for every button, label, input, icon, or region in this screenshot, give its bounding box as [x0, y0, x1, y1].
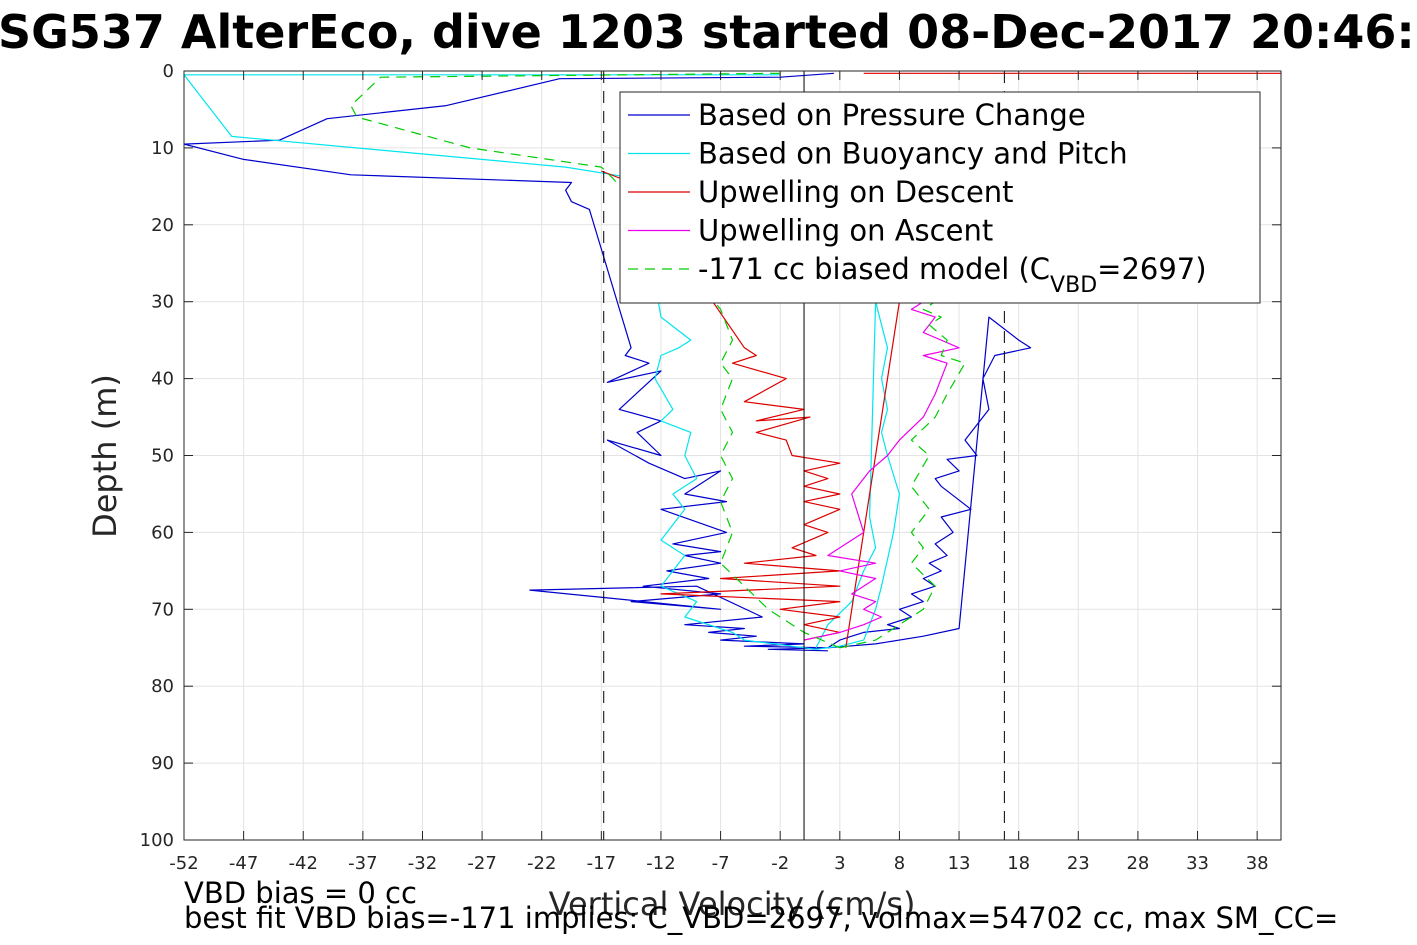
chart-title: SG537 AlterEco, dive 1203 started 08-Dec… [0, 5, 1417, 59]
x-tick-label: -52 [169, 853, 198, 874]
legend-label: Based on Buoyancy and Pitch [698, 137, 1128, 171]
x-tick-labels: -52 -47 -42 -37 -32 -27 -22 -17 -12 -7 -2 3 8 13 18 23 2… [169, 71, 1269, 874]
x-tick-label: -42 [289, 853, 318, 874]
y-tick-label: 40 [151, 369, 174, 390]
legend-label: Upwelling on Descent [698, 175, 1014, 209]
y-tick-label: 0 [163, 61, 174, 82]
series-line-0 [184, 72, 834, 652]
series-line-8 [350, 72, 841, 649]
x-tick-label: 13 [948, 853, 971, 874]
legend-box [619, 91, 1261, 304]
y-tick-label: 10 [151, 138, 174, 159]
y-tick-label: 90 [151, 753, 174, 774]
series-line-1 [827, 316, 1032, 649]
y-axis-label: Depth (m) [86, 374, 124, 538]
x-tick-label: -27 [467, 853, 496, 874]
best-fit-note: best fit VBD bias=-171 implies: C_VBD=26… [184, 901, 1339, 935]
x-tick-label: -12 [646, 853, 675, 874]
x-tick-label: -22 [527, 853, 556, 874]
x-tick-label: -2 [771, 853, 789, 874]
y-tick-label: 30 [151, 292, 174, 313]
y-tick-label: 50 [151, 446, 174, 467]
y-tick-label: 80 [151, 676, 174, 697]
x-axis-label: Vertical Velocity (cm/s) [549, 885, 916, 923]
y-tick-label: 20 [151, 215, 174, 236]
x-tick-label: -37 [348, 853, 377, 874]
y-tick-labels: 0 10 20 30 40 50 60 70 80 90 100 [140, 61, 1281, 851]
series-line-3 [815, 301, 901, 650]
x-tick-label: 18 [1007, 853, 1030, 874]
y-tick-label: 100 [140, 830, 174, 851]
vbd-bias-note: VBD bias = 0 cc [184, 876, 417, 910]
series-line-5 [601, 170, 841, 641]
legend-label: Upwelling on Ascent [698, 214, 993, 248]
x-tick-label: 38 [1246, 853, 1269, 874]
series-layer [184, 72, 1281, 652]
legend: Based on Pressure Change Based on Buoyanc… [619, 91, 1261, 304]
x-tick-label: -7 [712, 853, 730, 874]
x-tick-label: 28 [1126, 853, 1149, 874]
x-tick-label: 23 [1067, 853, 1090, 874]
x-tick-label: 33 [1186, 853, 1209, 874]
x-tick-label: -32 [408, 853, 437, 874]
x-tick-label: 8 [894, 853, 905, 874]
y-tick-label: 70 [151, 599, 174, 620]
y-tick-label: 60 [151, 522, 174, 543]
series-line-9 [839, 301, 966, 649]
legend-label: Based on Pressure Change [698, 98, 1086, 132]
x-tick-label: -47 [229, 853, 258, 874]
series-line-7 [803, 293, 960, 641]
x-tick-label: 3 [834, 853, 845, 874]
x-tick-label: -17 [587, 853, 616, 874]
